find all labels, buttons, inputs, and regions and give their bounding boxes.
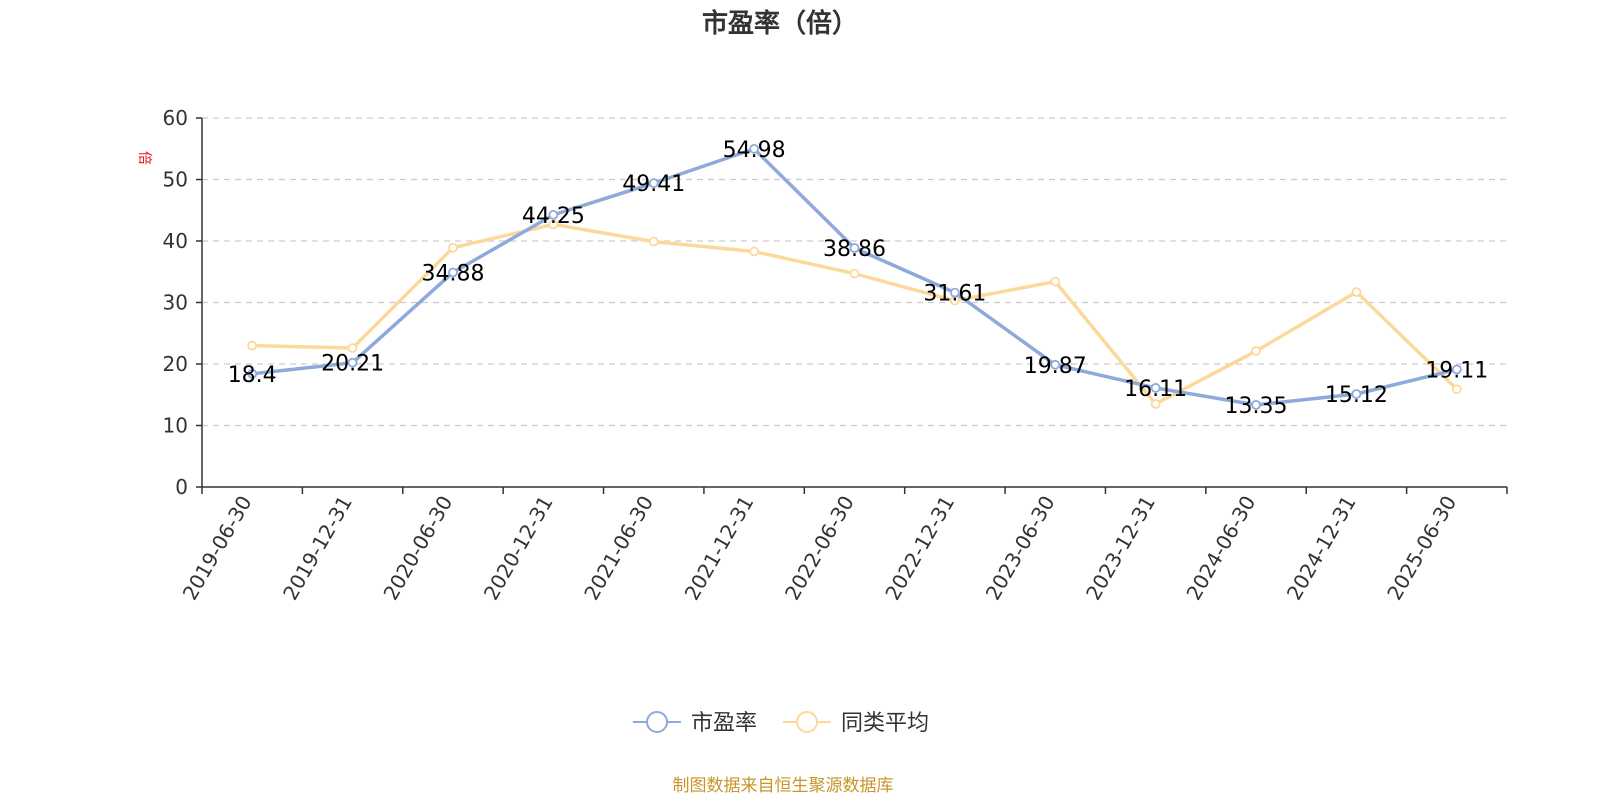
series-1-point[interactable] [1351,287,1362,297]
series-0-point[interactable] [1050,359,1061,370]
legend-marker [796,711,818,733]
series-0-point[interactable] [548,209,559,220]
legend-marker [646,711,668,733]
y-tick-label: 60 [163,106,188,130]
x-tick-label: 2019-12-31 [278,492,357,605]
series-0-point[interactable] [949,287,960,298]
chart-title: 市盈率（倍） [702,8,858,39]
data-labels: 18.4 20.21 34.88 44.25 49.41 54.98 38.86 31.61 1… [228,138,1489,419]
series-1-point[interactable] [347,343,358,353]
x-tick-label: 2022-06-30 [780,492,859,605]
series-0-point[interactable] [1150,383,1161,393]
x-tick-label: 2024-12-31 [1282,492,1361,605]
x-tick-label: 2024-06-30 [1181,492,1260,605]
x-tick-label: 2021-06-30 [579,492,658,605]
series-0-point[interactable] [1251,399,1261,410]
series-0-point[interactable] [1351,389,1362,399]
series-0-point[interactable] [648,178,659,189]
data-label: 20.21 [321,352,384,377]
data-label: 49.41 [622,172,685,197]
data-label: 31.61 [923,282,986,307]
x-tick-label: 2023-12-31 [1081,492,1160,605]
data-label: 34.88 [421,261,484,286]
series-0-point[interactable] [849,243,860,253]
data-label: 18.4 [228,363,277,388]
series-1-point[interactable] [247,340,258,351]
y-tick-label: 20 [163,352,188,376]
series-1-point[interactable] [849,268,860,279]
series-0-point[interactable] [448,267,458,278]
series-1-point[interactable] [648,236,659,247]
series-0-point[interactable] [749,143,760,154]
series-1-point[interactable] [1451,384,1462,395]
legend-label: 市盈率 [691,711,757,736]
legend-item-1[interactable]: 同类平均 [783,711,929,736]
series-1-point[interactable] [1050,276,1061,287]
data-label: 19.11 [1425,358,1488,383]
x-tick-label: 2023-06-30 [981,492,1060,605]
series-0-point[interactable] [247,368,258,379]
y-tick-label: 30 [163,291,188,315]
x-tick-label: 2020-12-31 [479,492,558,605]
data-label: 38.86 [823,237,886,262]
series-1-point[interactable] [548,219,559,230]
legend-item-0[interactable]: 市盈率 [633,711,757,736]
data-label: 13.35 [1225,394,1288,419]
series-1-point[interactable] [749,246,760,257]
grid-lines [202,117,1507,427]
y-tick-label: 40 [163,229,188,253]
x-tick-label: 2022-12-31 [880,492,959,605]
series-layer [247,143,1462,410]
legend-label: 同类平均 [841,711,929,736]
x-tick-label: 2025-06-30 [1382,492,1461,605]
x-tick-label: 2019-06-30 [178,492,257,605]
x-tick-label: 2020-06-30 [378,492,457,605]
y-axis-label: 倍 [136,151,152,165]
series-1-point[interactable] [448,242,458,253]
y-tick-label: 50 [163,168,188,192]
data-label: 44.25 [522,204,585,229]
y-tick-label: 0 [175,475,188,499]
data-label: 19.87 [1024,354,1087,379]
series-0-point[interactable] [347,357,358,368]
data-label: 16.11 [1124,377,1187,402]
data-label: 54.98 [723,138,786,163]
source-note: 制图数据来自恒生聚源数据库 [673,776,894,796]
data-label: 15.12 [1325,383,1388,408]
series-1-point[interactable] [1150,399,1161,409]
series-1-point[interactable] [1251,346,1261,356]
legend[interactable]: 市盈率 同类平均 [633,711,929,736]
x-tick-label: 2021-12-31 [680,492,759,605]
y-tick-label: 10 [163,414,188,438]
series-0-point[interactable] [1451,364,1462,375]
